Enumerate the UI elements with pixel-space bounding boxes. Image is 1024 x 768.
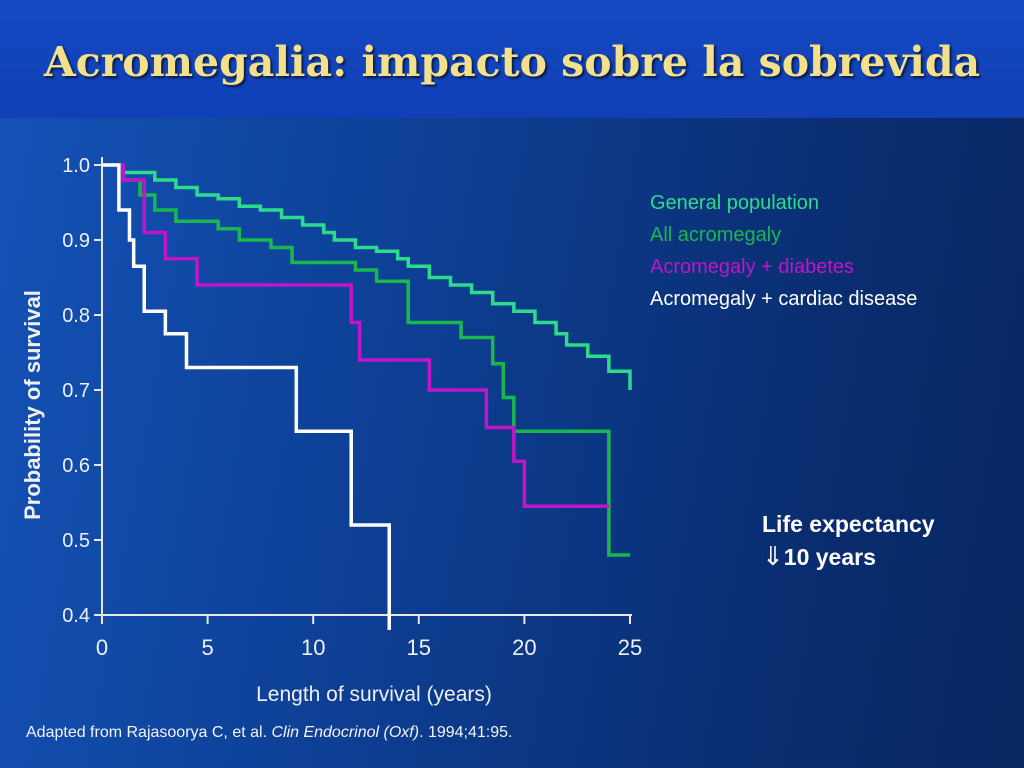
- chart-series: [102, 163, 632, 630]
- legend-all-acromegaly: All acromegaly: [650, 224, 782, 246]
- life-expectancy-line2: 10 years: [783, 544, 876, 570]
- x-tick-label: 25: [618, 635, 642, 660]
- x-tick-label: 5: [201, 635, 213, 660]
- source-suffix: . 1994;41:95.: [419, 724, 513, 741]
- x-axis-label: Length of survival (years): [256, 683, 492, 706]
- slide-title: Acromegalia: impacto sobre la sobrevida: [43, 38, 981, 86]
- series-line-acromegaly-diabetes: [102, 163, 609, 508]
- y-tick-label: 0.9: [62, 230, 90, 252]
- y-tick-label: 0.8: [62, 305, 90, 327]
- y-tick-label: 0.6: [62, 455, 90, 477]
- x-tick-label: 10: [301, 635, 325, 660]
- title-bar: Acromegalia: impacto sobre la sobrevida: [0, 0, 1024, 118]
- source-journal: Clin Endocrinol (Oxf): [271, 724, 420, 741]
- series-line-acromegaly-cardiac-disease: [102, 163, 391, 630]
- x-tick-label: 0: [96, 635, 108, 660]
- x-tick-label: 15: [407, 635, 431, 660]
- series-line-general-population: [102, 163, 632, 390]
- chart-axes: [94, 157, 632, 624]
- y-tick-label: 0.5: [62, 530, 90, 552]
- x-tick-label: 20: [512, 635, 536, 660]
- life-expectancy-note: Life expectancy ⇓10 years: [762, 508, 935, 573]
- life-expectancy-line1: Life expectancy: [762, 511, 935, 537]
- y-axis-label: Probability of survival: [20, 290, 45, 520]
- y-tick-label: 1.0: [62, 155, 90, 177]
- chart-labels: 0.4 0.5 0.6 0.7 0.8 0.9 1.0 0 5 10 15 20 25 Length of…: [20, 155, 642, 706]
- series-line-all-acromegaly: [102, 163, 630, 557]
- y-tick-label: 0.4: [62, 605, 90, 627]
- source-prefix: Adapted from Rajasoorya C, et al.: [26, 724, 272, 741]
- down-arrow-icon: ⇓: [762, 541, 784, 571]
- legend-acromegaly-diabetes: Acromegaly + diabetes: [650, 256, 855, 278]
- y-tick-label: 0.7: [62, 380, 90, 402]
- legend-general-population: General population: [650, 192, 820, 214]
- legend-acromegaly-cardiac: Acromegaly + cardiac disease: [650, 288, 918, 310]
- source-citation: Adapted from Rajasoorya C, et al. Clin E…: [26, 724, 512, 742]
